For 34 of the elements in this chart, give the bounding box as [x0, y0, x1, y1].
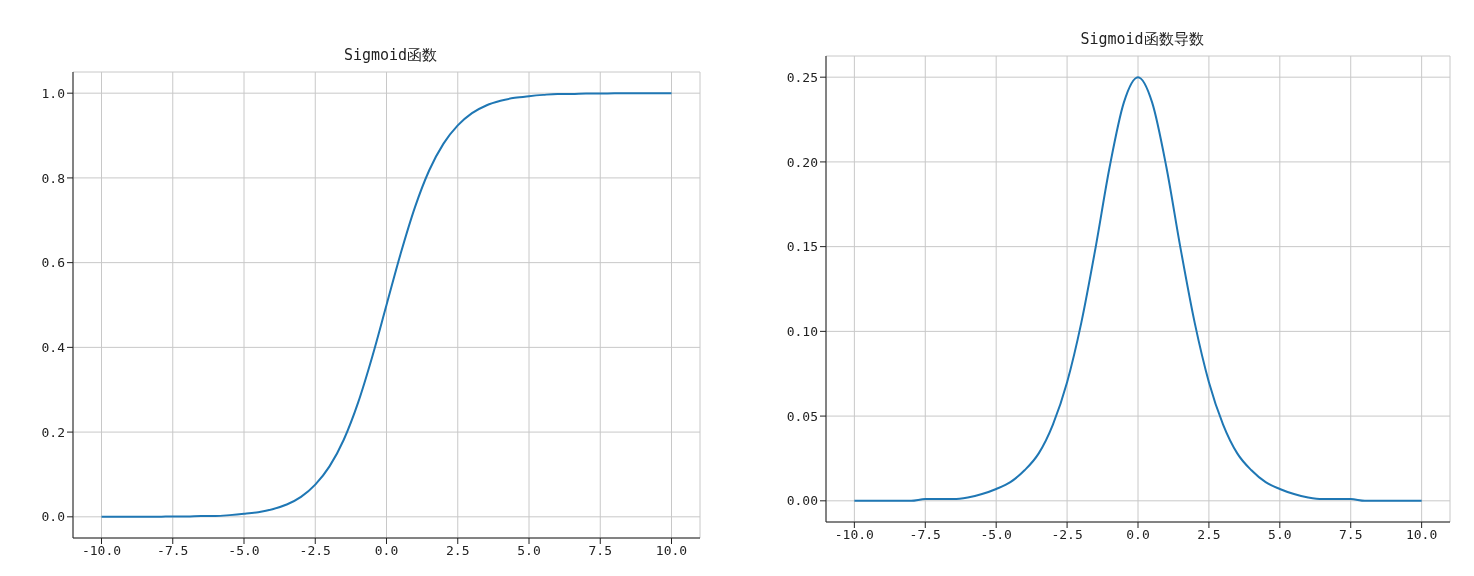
- x-tick-label: 7.5: [1338, 527, 1363, 543]
- chart-title: Sigmoid函数: [342, 46, 439, 66]
- y-tick-label: 0.25: [786, 69, 818, 85]
- x-tick-label: -5.0: [980, 527, 1012, 543]
- x-tick-label: 2.5: [446, 543, 470, 559]
- line-series: [100, 92, 673, 518]
- x-tick-label: 5.0: [517, 543, 541, 559]
- x-tick-label: -2.5: [299, 543, 331, 559]
- x-tick-label: -5.0: [228, 543, 260, 559]
- x-tick-label: 5.0: [1268, 527, 1292, 543]
- y-tick-label: 0.0: [41, 509, 65, 525]
- y-tick-label: 0.15: [786, 239, 818, 255]
- y-tick-label: 0.6: [41, 255, 65, 271]
- x-tick-label: -2.5: [1051, 527, 1083, 543]
- y-tick-label: 0.20: [786, 154, 818, 170]
- y-tick-label: 0.4: [41, 339, 66, 355]
- x-tick-label: 2.5: [1197, 527, 1221, 543]
- y-tick-label: 0.05: [786, 408, 818, 424]
- x-tick-label: -7.5: [909, 527, 941, 543]
- chart-title: Sigmoid函数导数: [1079, 30, 1205, 50]
- x-tick-label: -10.0: [81, 543, 122, 559]
- x-tick-label: 0.0: [374, 543, 399, 559]
- y-tick-label: 1.0: [41, 85, 65, 101]
- x-tick-label: 10.0: [1405, 527, 1438, 543]
- x-tick-label: -10.0: [834, 527, 874, 543]
- y-tick-label: 0.2: [41, 424, 65, 440]
- y-tick-label: 0.00: [786, 493, 818, 509]
- x-tick-label: -7.5: [157, 543, 189, 559]
- x-tick-label: 10.0: [655, 543, 688, 559]
- y-tick-label: 0.10: [786, 323, 818, 339]
- y-tick-label: 0.8: [41, 170, 65, 186]
- x-tick-label: 7.5: [588, 543, 612, 559]
- line-series: [853, 76, 1423, 502]
- x-tick-label: 0.0: [1126, 527, 1150, 543]
